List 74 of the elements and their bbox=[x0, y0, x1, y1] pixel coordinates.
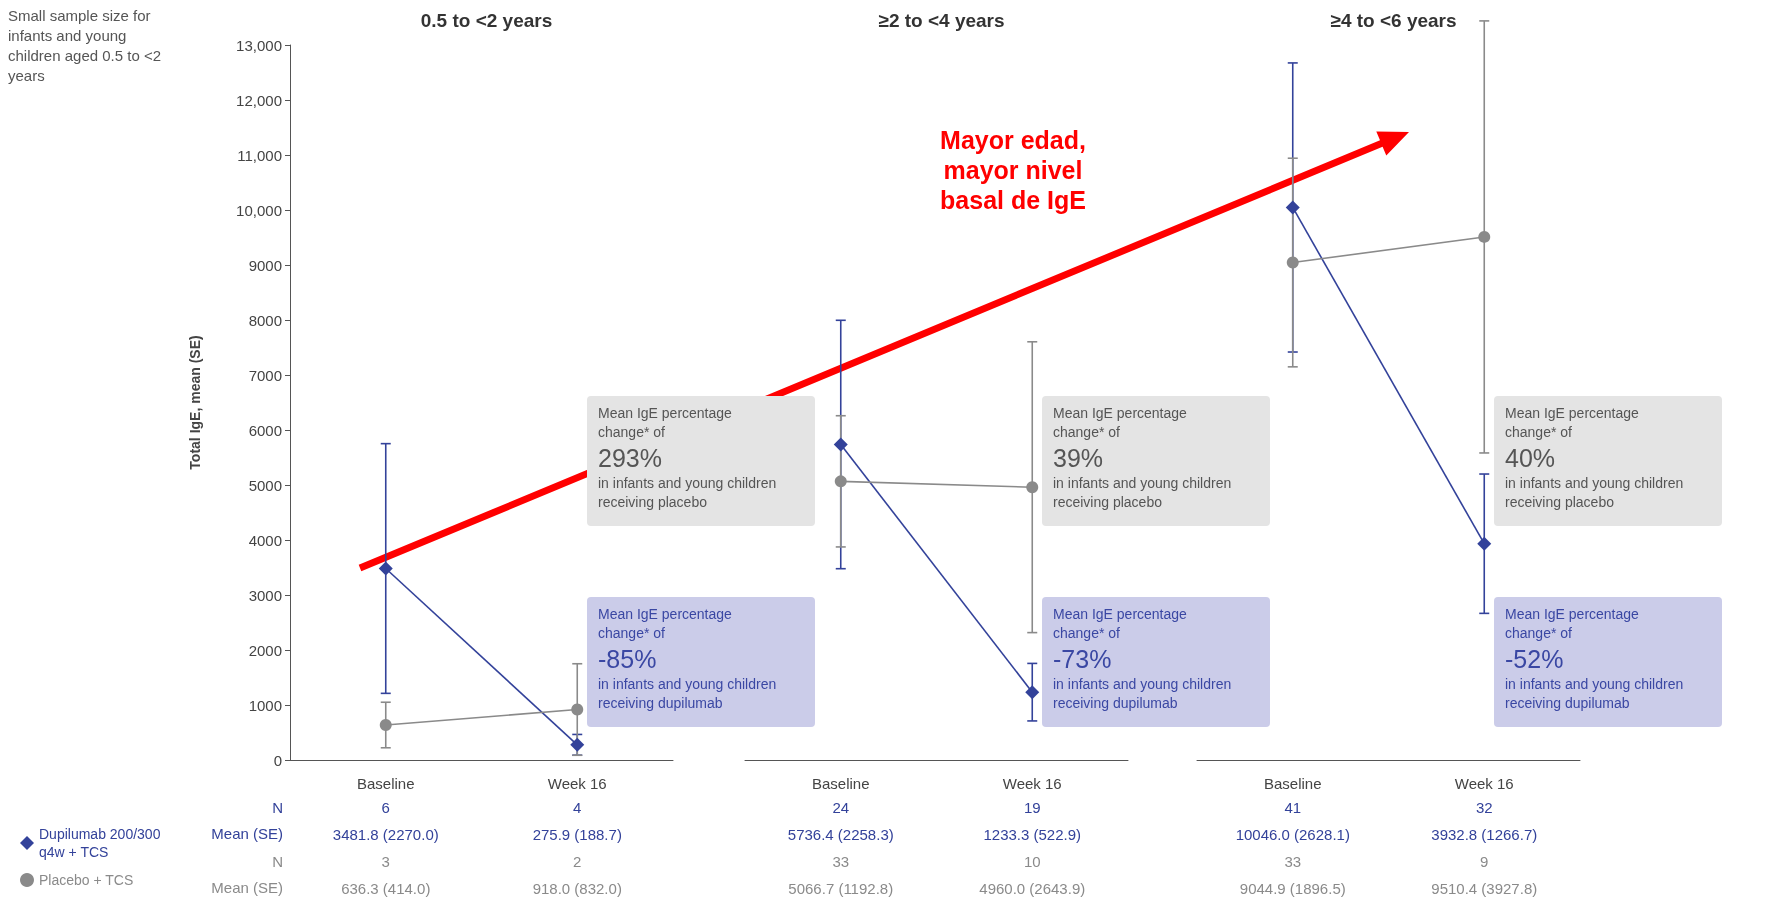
data-label: 9044.9 (1896.5) bbox=[1239, 879, 1346, 897]
text: 33 bbox=[1283, 853, 1303, 871]
y-tick-label: 4000 bbox=[248, 531, 282, 549]
y-tick-label: 1000 bbox=[248, 696, 282, 714]
text: 24 bbox=[831, 799, 851, 817]
data-label: 10046.0 (2628.1) bbox=[1235, 825, 1350, 843]
chart-title: ≥2 to <4 years bbox=[878, 10, 1005, 31]
annotation: Mean IgE percentage change* of bbox=[1505, 605, 1640, 643]
text: 2 bbox=[572, 853, 583, 871]
annotation: Mean IgE percentage change* of bbox=[598, 404, 733, 442]
text: Mean (SE) bbox=[210, 825, 283, 843]
y-tick-label: 8000 bbox=[248, 311, 282, 329]
annotation: in infants and young children receiving dupilumab bbox=[1505, 675, 1685, 713]
x-tick-label: Week 16 bbox=[547, 775, 607, 792]
y-axis-title: Total IgE, mean (SE) bbox=[187, 335, 203, 470]
x-tick-label: Week 16 bbox=[1002, 775, 1062, 792]
data-label: 3932.8 (1266.7) bbox=[1431, 825, 1538, 843]
annotation: 40% bbox=[1505, 443, 1557, 474]
data-label: 1233.3 (522.9) bbox=[983, 825, 1082, 843]
text: 32 bbox=[1474, 799, 1494, 817]
annotation: in infants and young children receiving dupilumab bbox=[1053, 675, 1233, 713]
data-label: 636.3 (414.0) bbox=[341, 879, 431, 897]
y-tick-label: 5000 bbox=[248, 476, 282, 494]
text: N bbox=[271, 853, 283, 871]
data-label: 5736.4 (2258.3) bbox=[787, 825, 894, 843]
text: 6 bbox=[380, 799, 391, 817]
text: 10 bbox=[1022, 853, 1042, 871]
x-tick-label: Baseline bbox=[811, 775, 870, 792]
y-tick-label: 13,000 bbox=[236, 36, 282, 54]
y-tick-label: 12,000 bbox=[236, 91, 282, 109]
y-tick-label: 9000 bbox=[248, 256, 282, 274]
annotation: Mean IgE percentage change* of bbox=[1053, 404, 1188, 442]
legend-label: Placebo + TCS bbox=[39, 872, 134, 888]
text: 41 bbox=[1283, 799, 1303, 817]
annotation: Mean IgE percentage change* of bbox=[1053, 605, 1188, 643]
text: 19 bbox=[1022, 799, 1042, 817]
data-label: 918.0 (832.0) bbox=[532, 879, 622, 897]
text: Small sample size for infants and young children aged 0.5 to <2 years bbox=[8, 6, 163, 86]
data-label: 275.9 (188.7) bbox=[532, 825, 622, 843]
y-tick-label: 10,000 bbox=[236, 201, 282, 219]
text: 33 bbox=[831, 853, 851, 871]
y-tick-label: 11,000 bbox=[237, 146, 282, 164]
text: 9 bbox=[1479, 853, 1490, 871]
chart-title: ≥4 to <6 years bbox=[1330, 10, 1457, 31]
text: 4 bbox=[572, 799, 583, 817]
annotation: in infants and young children receiving dupilumab bbox=[598, 675, 778, 713]
annotation: Mean IgE percentage change* of bbox=[1505, 404, 1640, 442]
x-tick-label: Week 16 bbox=[1454, 775, 1514, 792]
text: N bbox=[271, 799, 283, 817]
chart-title: 0.5 to <2 years bbox=[420, 10, 553, 31]
data-label: 3481.8 (2270.0) bbox=[332, 825, 439, 843]
annotation: -73% bbox=[1053, 644, 1113, 675]
y-tick-label: 0 bbox=[273, 751, 282, 769]
text: Mean (SE) bbox=[210, 879, 283, 897]
x-tick-label: Baseline bbox=[356, 775, 415, 792]
annotation: 39% bbox=[1053, 443, 1105, 474]
annotation: in infants and young children receiving placebo bbox=[598, 474, 778, 512]
annotation: -52% bbox=[1505, 644, 1565, 675]
legend-label: Dupilumab 200/300 q4w + TCS bbox=[39, 826, 165, 860]
data-label: 5066.7 (1192.8) bbox=[788, 879, 894, 897]
x-tick-label: Baseline bbox=[1263, 775, 1322, 792]
y-tick-label: 2000 bbox=[248, 641, 282, 659]
y-tick-label: 7000 bbox=[248, 366, 282, 384]
data-label: 4960.0 (2643.9) bbox=[979, 879, 1086, 897]
text: 3 bbox=[380, 853, 391, 871]
annotation: Mean IgE percentage change* of bbox=[598, 605, 733, 643]
annotation: in infants and young children receiving placebo bbox=[1505, 474, 1685, 512]
annotation: 293% bbox=[598, 443, 663, 474]
annotation: -85% bbox=[598, 644, 658, 675]
data-label: 9510.4 (3927.8) bbox=[1431, 879, 1538, 897]
y-tick-label: 3000 bbox=[248, 586, 282, 604]
y-tick-label: 6000 bbox=[248, 421, 282, 439]
annotation: in infants and young children receiving placebo bbox=[1053, 474, 1233, 512]
annotation: Mayor edad, mayor nivel basal de IgE bbox=[939, 125, 1087, 215]
